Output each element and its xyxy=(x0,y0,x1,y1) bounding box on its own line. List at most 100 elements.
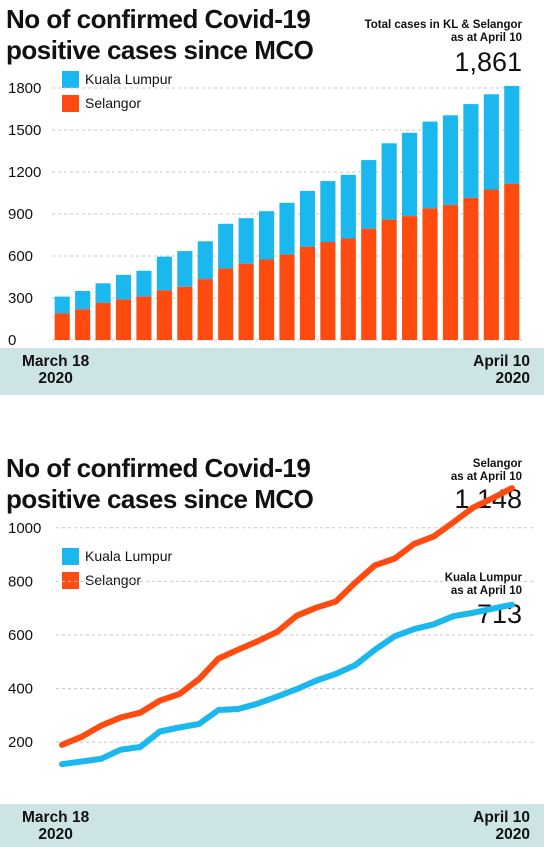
legend-swatch-kuala-lumpur xyxy=(62,70,79,88)
legend-label-selangor: Selangor xyxy=(85,95,142,111)
bar-chart-title-line2: positive cases since MCO xyxy=(6,35,314,65)
bar-selangor xyxy=(136,296,152,340)
bar-chart-legend: Kuala Lumpur Selangor xyxy=(62,67,172,115)
line-y-tick-label: 800 xyxy=(8,573,33,590)
line-legend-swatch-kuala-lumpur xyxy=(62,547,79,565)
bar-selangor xyxy=(279,254,295,340)
bar-chart-panel: No of confirmed Covid-19 positive cases … xyxy=(0,0,544,395)
bar-kuala-lumpur xyxy=(299,190,315,247)
legend-item-kuala-lumpur: Kuala Lumpur xyxy=(62,67,172,91)
bar-start-date-line2: 2020 xyxy=(38,370,73,387)
bar-selangor xyxy=(381,219,397,340)
bar-y-tick-label: 1800 xyxy=(8,80,41,97)
bar-selangor xyxy=(463,197,479,340)
bar-selangor xyxy=(75,309,91,340)
bar-y-tick-label: 1200 xyxy=(8,164,41,181)
line-start-date-line2: 2020 xyxy=(38,826,73,843)
bar-kuala-lumpur xyxy=(238,218,254,264)
bar-kuala-lumpur xyxy=(381,143,397,220)
bar-selangor xyxy=(115,299,132,340)
line-chart-plot: 200 400 600 800 1000 xyxy=(8,485,536,768)
line-end-date-line1: April 10 xyxy=(473,809,530,826)
bar-chart-note-line1: Total cases in KL & Selangor xyxy=(364,19,522,31)
bar-kuala-lumpur xyxy=(402,132,418,217)
legend-label-kuala-lumpur: Kuala Lumpur xyxy=(85,71,173,87)
bar-chart-title-line1: No of confirmed Covid-19 xyxy=(6,4,311,34)
bar-kuala-lumpur xyxy=(320,181,336,242)
selangor-total-note: Selangor as at April 10 xyxy=(451,458,522,484)
legend-item-selangor: Selangor xyxy=(62,91,172,115)
bar-end-date-line1: April 10 xyxy=(473,353,530,370)
bar-kuala-lumpur xyxy=(218,223,234,269)
bar-chart-note-line2: as at April 10 xyxy=(450,32,522,44)
bar-selangor xyxy=(422,208,438,340)
line-legend-swatch-selangor xyxy=(62,571,79,589)
bar-selangor xyxy=(238,263,254,340)
line-selangor xyxy=(59,485,515,748)
selangor-note-line1: Selangor xyxy=(472,458,522,470)
bar-chart-total-note: Total cases in KL & Selangor as at April… xyxy=(365,19,522,45)
bar-chart-total-value: 1,861 xyxy=(454,47,522,77)
bar-kuala-lumpur xyxy=(442,115,459,205)
line-legend-item-kuala-lumpur: Kuala Lumpur xyxy=(62,544,172,568)
bar-y-tick-label: 1500 xyxy=(8,122,41,139)
bar-kuala-lumpur xyxy=(95,283,111,303)
bar-selangor xyxy=(320,242,336,340)
bar-chart-end-date: April 10 2020 xyxy=(473,353,530,387)
bar-selangor xyxy=(483,189,499,340)
bar-start-date-line1: March 18 xyxy=(22,353,90,370)
bar-kuala-lumpur xyxy=(75,291,91,310)
bar-kuala-lumpur xyxy=(115,274,132,300)
line-chart-title-line1: No of confirmed Covid-19 xyxy=(6,453,311,483)
line-y-tick-label: 1000 xyxy=(8,520,41,537)
line-end-date-line2: 2020 xyxy=(495,826,530,843)
line-y-tick-label: 600 xyxy=(8,627,33,644)
line-legend-label-selangor: Selangor xyxy=(85,572,142,588)
bar-selangor xyxy=(197,279,213,340)
line-chart-legend: Kuala Lumpur Selangor xyxy=(62,544,172,592)
bar-chart-plot: 0 300 600 900 1200 1500 1800 xyxy=(8,80,522,349)
bar-kuala-lumpur xyxy=(156,256,172,291)
bar-selangor xyxy=(54,313,70,340)
bar-end-date-line2: 2020 xyxy=(495,370,530,387)
line-chart-panel: No of confirmed Covid-19 positive cases … xyxy=(0,450,544,847)
bar-chart-start-date: March 18 2020 xyxy=(22,353,89,387)
bar-selangor xyxy=(402,216,418,340)
bar-kuala-lumpur xyxy=(504,85,520,184)
bar-kuala-lumpur xyxy=(197,241,213,280)
bar-kuala-lumpur xyxy=(177,251,193,287)
bar-selangor xyxy=(442,204,459,340)
bar-selangor xyxy=(95,302,111,340)
kl-note-line2: as at April 10 xyxy=(450,585,522,597)
line-chart-start-date: March 18 2020 xyxy=(22,809,89,843)
line-chart-end-date: April 10 2020 xyxy=(473,809,530,843)
bar-kuala-lumpur xyxy=(483,94,499,190)
bar-selangor xyxy=(340,238,356,340)
bar-selangor xyxy=(177,286,193,340)
line-legend-item-selangor: Selangor xyxy=(62,568,172,592)
bar-kuala-lumpur xyxy=(340,174,356,239)
line-y-tick-label: 400 xyxy=(8,681,33,698)
selangor-note-line2: as at April 10 xyxy=(450,471,522,483)
bar-kuala-lumpur xyxy=(54,296,70,314)
line-start-date-line1: March 18 xyxy=(22,809,90,826)
bar-kuala-lumpur xyxy=(422,121,438,209)
bar-selangor xyxy=(218,268,234,340)
bar-y-tick-label: 0 xyxy=(8,332,16,349)
line-y-tick-label: 200 xyxy=(8,734,33,751)
bar-chart-title: No of confirmed Covid-19 positive cases … xyxy=(6,4,314,66)
bar-kuala-lumpur xyxy=(279,202,295,255)
bar-kuala-lumpur xyxy=(259,211,275,260)
bar-y-tick-label: 900 xyxy=(8,206,33,223)
line-chart-title-line2: positive cases since MCO xyxy=(6,484,314,514)
line-legend-label-kuala-lumpur: Kuala Lumpur xyxy=(85,548,173,564)
bar-kuala-lumpur xyxy=(136,270,152,297)
line-chart-date-band xyxy=(0,804,544,847)
legend-swatch-selangor xyxy=(62,94,79,112)
bar-selangor xyxy=(259,259,275,340)
line-chart-title: No of confirmed Covid-19 positive cases … xyxy=(6,453,314,515)
bar-y-tick-label: 300 xyxy=(8,290,33,307)
bar-kuala-lumpur xyxy=(361,160,377,229)
bar-selangor xyxy=(361,228,377,340)
bar-selangor xyxy=(504,183,520,340)
